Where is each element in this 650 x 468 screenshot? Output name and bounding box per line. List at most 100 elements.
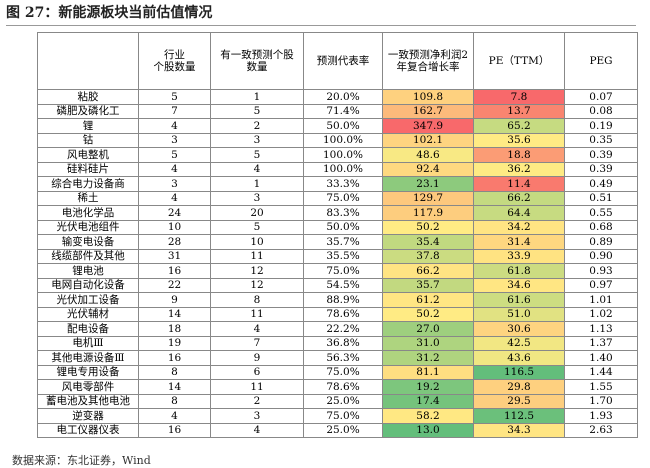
cell: 162.7: [382, 103, 474, 119]
cell: 33.3%: [303, 176, 383, 192]
cell: 3: [138, 176, 211, 192]
cell: 10: [138, 219, 211, 235]
cell: 1: [210, 176, 304, 192]
cell: 25.0%: [303, 393, 383, 409]
cell: 61.8: [473, 263, 565, 279]
cell: 6: [210, 364, 304, 380]
cell: 1.55: [564, 379, 638, 395]
cell: 19: [138, 335, 211, 351]
cell: 2: [210, 118, 304, 134]
cell: 7.8: [473, 89, 565, 105]
cell: 11: [210, 306, 304, 322]
cell: 0.51: [564, 190, 638, 206]
row-label: 线缆部件及其他: [37, 248, 139, 264]
cell: 31: [138, 248, 211, 264]
cell: 58.2: [382, 408, 474, 424]
cell: 0.35: [564, 132, 638, 148]
row-label: 风电零部件: [37, 379, 139, 395]
cell: 31.4: [473, 234, 565, 250]
cell: 51.0: [473, 306, 565, 322]
cell: 35.6: [473, 132, 565, 148]
cell: 0.93: [564, 263, 638, 279]
cell: 29.8: [473, 379, 565, 395]
cell: 75.0%: [303, 190, 383, 206]
cell: 5: [210, 147, 304, 163]
cell: 1.01: [564, 292, 638, 308]
cell: 50.2: [382, 306, 474, 322]
cell: 48.6: [382, 147, 474, 163]
cell: 4: [210, 422, 304, 438]
row-label: 粘胶: [37, 89, 139, 105]
cell: 50.0%: [303, 219, 383, 235]
cell: 65.2: [473, 118, 565, 134]
cell: 9: [210, 350, 304, 366]
cell: 88.9%: [303, 292, 383, 308]
cell: 56.3%: [303, 350, 383, 366]
row-label: 蓄电池及其他电池: [37, 393, 139, 409]
cell: 3: [210, 132, 304, 148]
cell: 1.37: [564, 335, 638, 351]
cell: 13.0: [382, 422, 474, 438]
cell: 81.1: [382, 364, 474, 380]
cell: 347.9: [382, 118, 474, 134]
cell: 54.5%: [303, 277, 383, 293]
row-label: 光伏辅材: [37, 306, 139, 322]
cell: 1.70: [564, 393, 638, 409]
cell: 61.6: [473, 292, 565, 308]
cell: 35.7: [382, 277, 474, 293]
column-header: 行业 个股数量: [138, 32, 211, 90]
row-label: 配电设备: [37, 321, 139, 337]
cell: 18: [138, 321, 211, 337]
cell: 0.19: [564, 118, 638, 134]
cell: 3: [138, 132, 211, 148]
column-header: PE（TTM）: [473, 32, 565, 90]
title: 图 27：新能源板块当前估值情况: [6, 2, 636, 26]
cell: 36.8%: [303, 335, 383, 351]
cell: 71.4%: [303, 103, 383, 119]
cell: 50.0%: [303, 118, 383, 134]
cell: 5: [138, 147, 211, 163]
cell: 66.2: [382, 263, 474, 279]
cell: 0.07: [564, 89, 638, 105]
cell: 11.4: [473, 176, 565, 192]
cell: 30.6: [473, 321, 565, 337]
cell: 66.2: [473, 190, 565, 206]
cell: 117.9: [382, 205, 474, 221]
cell: 4: [210, 161, 304, 177]
cell: 23.1: [382, 176, 474, 192]
cell: 29.5: [473, 393, 565, 409]
cell: 37.8: [382, 248, 474, 264]
cell: 16: [138, 350, 211, 366]
cell: 75.0%: [303, 364, 383, 380]
cell: 0.89: [564, 234, 638, 250]
cell: 22.2%: [303, 321, 383, 337]
cell: 61.2: [382, 292, 474, 308]
row-label: 电机Ⅲ: [37, 335, 139, 351]
cell: 1.13: [564, 321, 638, 337]
cell: 12: [210, 263, 304, 279]
cell: 64.4: [473, 205, 565, 221]
cell: 8: [138, 364, 211, 380]
cell: 78.6%: [303, 379, 383, 395]
cell: 4: [138, 408, 211, 424]
cell: 129.7: [382, 190, 474, 206]
cell: 14: [138, 306, 211, 322]
cell: 4: [138, 190, 211, 206]
row-label: 电工仪器仪表: [37, 422, 139, 438]
cell: 34.3: [473, 422, 565, 438]
cell: 2.63: [564, 422, 638, 438]
cell: 75.0%: [303, 263, 383, 279]
cell: 10: [210, 234, 304, 250]
cell: 0.39: [564, 147, 638, 163]
cell: 31.2: [382, 350, 474, 366]
cell: 1.93: [564, 408, 638, 424]
row-label: 稀土: [37, 190, 139, 206]
row-label: 锂: [37, 118, 139, 134]
cell: 50.2: [382, 219, 474, 235]
cell: 0.39: [564, 161, 638, 177]
cell: 0.55: [564, 205, 638, 221]
cell: 100.0%: [303, 147, 383, 163]
row-label: 电网自动化设备: [37, 277, 139, 293]
cell: 0.49: [564, 176, 638, 192]
cell: 1.44: [564, 364, 638, 380]
